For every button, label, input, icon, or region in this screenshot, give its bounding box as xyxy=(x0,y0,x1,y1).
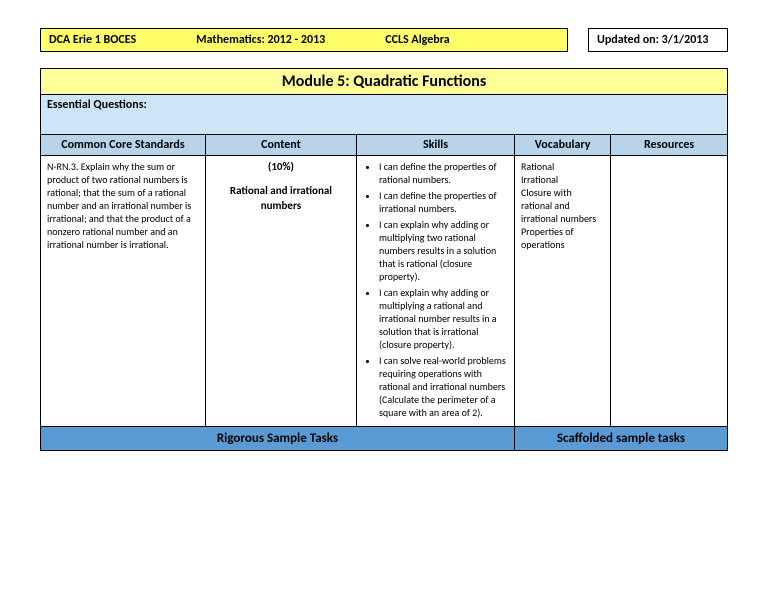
content-text: Rational and irrational numbers xyxy=(212,184,350,213)
essential-questions: Essential Questions: xyxy=(41,95,728,135)
footer-rigorous: Rigorous Sample Tasks xyxy=(41,427,515,451)
col-head-content: Content xyxy=(205,135,356,156)
skill-item: I can explain why adding or multiplying … xyxy=(379,218,508,283)
header-bar: DCA Erie 1 BOCES Mathematics: 2012 - 201… xyxy=(40,28,568,52)
vocab-line: Rational xyxy=(521,160,604,173)
vocab-line: Irrational xyxy=(521,173,604,186)
header-subject: CCLS Algebra xyxy=(385,33,449,47)
footer-scaffolded: Scaffolded sample tasks xyxy=(515,427,728,451)
cell-resources xyxy=(611,156,728,427)
vocab-line: Properties of operations xyxy=(521,225,604,251)
col-head-skills: Skills xyxy=(357,135,515,156)
skill-item: I can solve real-world problems requirin… xyxy=(379,354,508,419)
skill-item: I can define the properties of irrationa… xyxy=(379,189,508,215)
module-title: Module 5: Quadratic Functions xyxy=(41,69,728,95)
cell-skills: I can define the properties of rational … xyxy=(357,156,515,427)
col-head-vocab: Vocabulary xyxy=(515,135,611,156)
vocab-line: Closure with rational and irrational num… xyxy=(521,186,604,225)
header-org: DCA Erie 1 BOCES xyxy=(49,33,136,47)
updated-box: Updated on: 3/1/2013 xyxy=(588,28,728,52)
header-course: Mathematics: 2012 - 2013 xyxy=(196,33,325,47)
skill-item: I can explain why adding or multiplying … xyxy=(379,286,508,351)
cell-content: (10%) Rational and irrational numbers xyxy=(205,156,356,427)
col-head-resources: Resources xyxy=(611,135,728,156)
skills-list: I can define the properties of rational … xyxy=(363,160,508,419)
skill-item: I can define the properties of rational … xyxy=(379,160,508,186)
curriculum-table: Module 5: Quadratic Functions Essential … xyxy=(40,68,728,451)
cell-standards: N-RN.3. Explain why the sum or product o… xyxy=(41,156,206,427)
col-head-standards: Common Core Standards xyxy=(41,135,206,156)
content-pct: (10%) xyxy=(212,160,350,174)
cell-vocab: RationalIrrationalClosure with rational … xyxy=(515,156,611,427)
